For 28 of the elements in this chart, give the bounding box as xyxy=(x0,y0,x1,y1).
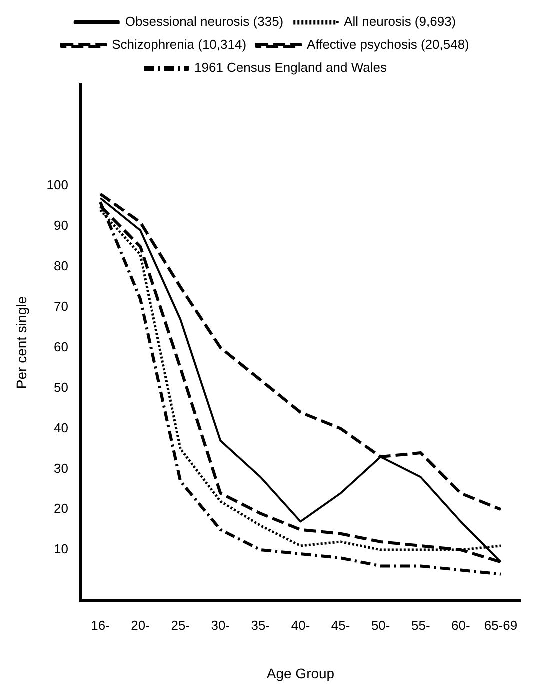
x-tick-label: 35- xyxy=(251,618,270,633)
y-tick-label: 100 xyxy=(46,178,68,193)
y-tick-label: 60 xyxy=(54,339,68,354)
legend-label: Obsessional neurosis (335) xyxy=(125,14,284,30)
x-tick-label: 40- xyxy=(291,618,310,633)
x-tick-label: 16- xyxy=(91,618,110,633)
x-axis-title: Age Group xyxy=(266,665,335,682)
x-tick-label: 45- xyxy=(331,618,350,633)
y-tick-label: 50 xyxy=(54,380,68,395)
x-tick-label: 30- xyxy=(211,618,230,633)
x-tick-label: 20- xyxy=(131,618,150,633)
legend-label: Affective psychosis (20,548) xyxy=(307,37,470,52)
y-tick-label: 30 xyxy=(54,460,68,476)
y-tick-label: 40 xyxy=(54,420,68,436)
y-axis-title: Per cent single xyxy=(13,296,30,390)
y-tick-label: 20 xyxy=(54,501,68,516)
x-tick-label: 65-69 xyxy=(484,618,518,633)
x-tick-label: 50- xyxy=(371,618,390,633)
y-tick-label: 90 xyxy=(54,218,68,234)
x-tick-label: 55- xyxy=(411,618,430,633)
x-tick-label: 60- xyxy=(452,618,470,633)
y-tick-label: 10 xyxy=(54,542,68,557)
y-tick-label: 70 xyxy=(54,298,68,314)
legend-label: All neurosis (9,693) xyxy=(344,14,456,30)
y-tick-label: 80 xyxy=(54,258,68,274)
legend-label: Schizophrenia (10,314) xyxy=(112,37,247,52)
x-tick-label: 25- xyxy=(171,618,190,633)
legend-label: 1961 Census England and Wales xyxy=(194,60,388,76)
